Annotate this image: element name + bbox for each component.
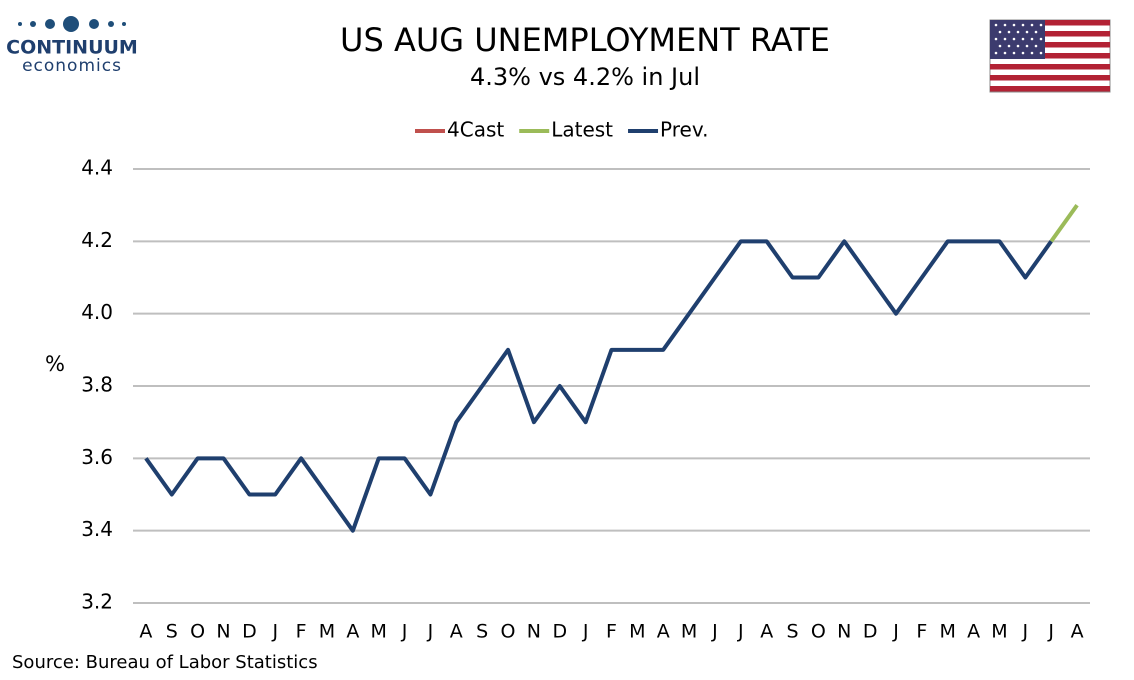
x-tick-label: A (139, 621, 152, 643)
x-tick-label: A (657, 621, 670, 643)
y-tick-label: 4.0 (81, 300, 113, 324)
line-series (144, 239, 1053, 533)
x-tick-label: J (427, 621, 434, 643)
x-tick-label: S (787, 621, 799, 643)
line-series (1049, 204, 1079, 243)
x-tick-label: A (1071, 621, 1084, 643)
chart-title: US AUG UNEMPLOYMENT RATE (340, 21, 830, 59)
legend-label: 4Cast (447, 118, 504, 142)
x-tick-label: M (681, 621, 697, 643)
y-tick-label: 4.2 (81, 228, 113, 252)
x-tick-label: N (527, 621, 541, 643)
logo-sub: economics (22, 56, 122, 76)
x-tick-label: O (190, 621, 205, 643)
x-tick-label: S (476, 621, 488, 643)
x-tick-label: J (711, 621, 718, 643)
y-tick-label: 3.8 (81, 373, 113, 397)
x-tick-label: A (346, 621, 359, 643)
x-tick-label: J (1022, 621, 1029, 643)
x-tick-label: N (216, 621, 230, 643)
y-tick-label: 3.6 (81, 445, 113, 469)
x-tick-label: D (242, 621, 257, 643)
chart-subtitle: 4.3% vs 4.2% in Jul (470, 63, 700, 91)
x-tick-label: S (166, 621, 178, 643)
x-tick-label: M (629, 621, 645, 643)
x-tick-label: J (892, 621, 899, 643)
y-tick-label: 4.4 (81, 156, 113, 180)
logo: CONTINUUM economics (6, 16, 138, 76)
x-tick-label: F (296, 621, 307, 643)
x-tick-label: M (371, 621, 387, 643)
x-tick-label: J (1047, 621, 1054, 643)
x-tick-label: D (552, 621, 567, 643)
y-tick-label: 3.2 (81, 590, 113, 614)
x-tick-label: J (582, 621, 589, 643)
legend-label: Prev. (660, 118, 708, 142)
x-tick-label: F (606, 621, 617, 643)
x-tick-label: M (940, 621, 956, 643)
x-tick-label: N (837, 621, 851, 643)
x-tick-label: J (737, 621, 744, 643)
y-axis-label: % (45, 352, 65, 376)
x-tick-label: M (991, 621, 1007, 643)
x-tick-label: F (916, 621, 927, 643)
y-tick-label: 3.4 (81, 517, 113, 541)
logo-name: CONTINUUM (6, 37, 138, 59)
x-tick-label: J (271, 621, 278, 643)
x-tick-label: D (863, 621, 878, 643)
flag (989, 19, 1111, 93)
source: Source: Bureau of Labor Statistics (12, 652, 318, 673)
x-tick-label: M (319, 621, 335, 643)
x-tick-label: A (450, 621, 463, 643)
x-tick-label: J (401, 621, 408, 643)
legend-label: Latest (551, 118, 613, 142)
x-tick-label: A (760, 621, 773, 643)
x-tick-label: A (967, 621, 980, 643)
x-tick-label: O (811, 621, 826, 643)
x-tick-label: O (501, 621, 516, 643)
